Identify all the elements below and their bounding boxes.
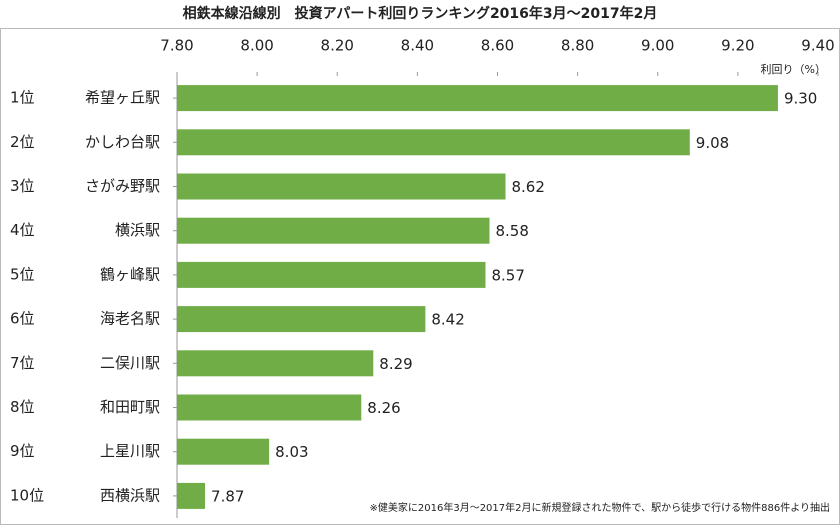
bar — [177, 438, 270, 465]
rank-label: 8位 — [10, 398, 35, 416]
value-label: 9.08 — [696, 134, 729, 152]
axis-label: 利回り（%） — [761, 63, 826, 76]
rank-label: 2位 — [10, 133, 35, 151]
rank-label: 7位 — [10, 354, 35, 372]
bar — [177, 261, 486, 288]
bar — [177, 306, 426, 333]
chart-title: 相鉄本線沿線別 投資アパート利回りランキング2016年3月～2017年2月 — [183, 5, 658, 22]
y-tick-label: かしわ台駅 — [85, 133, 160, 151]
value-label: 9.30 — [784, 90, 817, 108]
value-label: 8.29 — [379, 355, 412, 373]
rank-label: 3位 — [10, 177, 35, 195]
rank-label: 1位 — [10, 89, 35, 107]
value-label: 8.26 — [367, 399, 400, 417]
rank-label: 10位 — [10, 486, 44, 504]
bar — [177, 129, 690, 156]
y-tick-label: 横浜駅 — [115, 221, 160, 239]
rank-label: 9位 — [10, 442, 35, 460]
x-tick-label: 8.20 — [321, 37, 354, 55]
bar — [177, 394, 362, 421]
value-label: 7.87 — [211, 487, 244, 505]
bar — [177, 350, 374, 377]
rank-label: 6位 — [10, 310, 35, 328]
rank-label: 5位 — [10, 265, 35, 283]
value-label: 8.42 — [431, 311, 464, 329]
bar — [177, 173, 506, 200]
value-label: 8.58 — [495, 222, 528, 240]
value-label: 8.03 — [275, 443, 308, 461]
y-tick-label: 希望ヶ丘駅 — [85, 89, 160, 107]
bar — [177, 482, 206, 509]
x-tick-label: 7.80 — [160, 37, 193, 55]
value-label: 8.57 — [491, 266, 524, 284]
value-label: 8.62 — [512, 178, 545, 196]
y-tick-label: 上星川駅 — [100, 442, 160, 460]
x-tick-label: 8.80 — [561, 37, 594, 55]
y-tick-label: 鶴ヶ峰駅 — [100, 265, 160, 283]
x-tick-label: 8.40 — [401, 37, 434, 55]
x-tick-label: 9.40 — [801, 37, 834, 55]
x-tick-label: 9.00 — [641, 37, 674, 55]
y-tick-label: 和田町駅 — [100, 398, 160, 416]
x-tick-label: 8.00 — [240, 37, 273, 55]
footnote: ※健美家に2016年3月～2017年2月に新規登録された物件で、駅から徒歩で行け… — [370, 501, 831, 514]
y-tick-label: さがみ野駅 — [85, 177, 160, 195]
x-tick-label: 8.60 — [481, 37, 514, 55]
y-tick-label: 海老名駅 — [100, 310, 160, 328]
bar — [177, 217, 490, 244]
bar — [177, 85, 778, 112]
rank-label: 4位 — [10, 221, 35, 239]
y-tick-label: 西横浜駅 — [100, 486, 160, 504]
x-tick-label: 9.20 — [721, 37, 754, 55]
y-tick-label: 二俣川駅 — [100, 354, 160, 372]
